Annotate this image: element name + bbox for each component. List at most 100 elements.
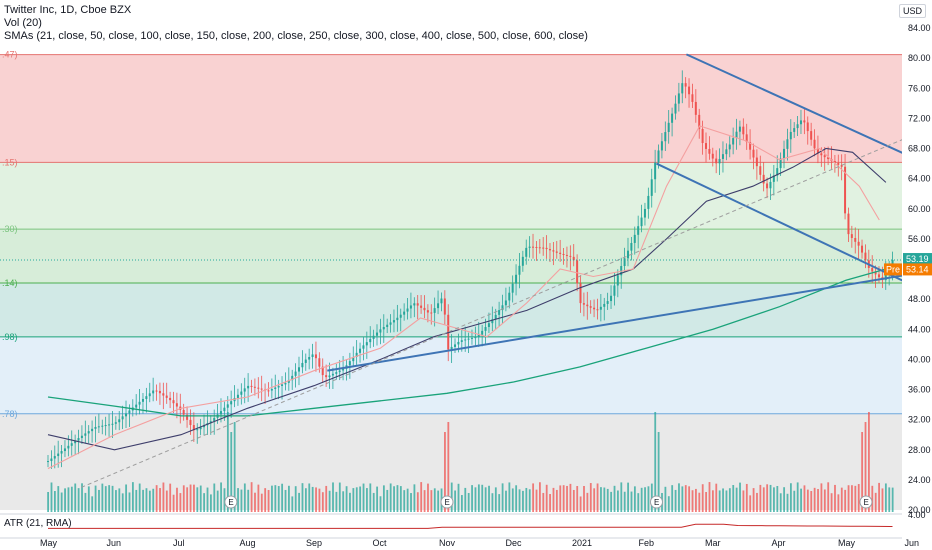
candle-body (416, 303, 419, 306)
volume-bar (691, 490, 694, 512)
candle-body (423, 307, 426, 311)
volume-bar (535, 489, 538, 512)
candle-body (426, 310, 429, 313)
candle-body (437, 303, 440, 309)
last-price-bg (903, 253, 932, 266)
candle-body (657, 150, 660, 163)
candle-body (840, 164, 843, 167)
earnings-label: E (445, 498, 450, 507)
candle-body (84, 433, 87, 436)
volume-bar (827, 482, 830, 512)
candle-body (257, 387, 260, 389)
candle-body (433, 308, 436, 313)
candle-body (511, 283, 514, 293)
fib-label: .15) (2, 157, 18, 167)
candle-body (749, 142, 752, 150)
candle-body (521, 256, 524, 266)
volume-bar (488, 485, 490, 512)
candle-body (711, 153, 714, 159)
candle-body (396, 317, 399, 321)
candle-body (454, 344, 457, 347)
volume-bar (542, 492, 545, 512)
volume-bar (457, 483, 460, 512)
candle-body (827, 157, 830, 160)
candle-body (508, 292, 511, 301)
candle-body (219, 411, 222, 415)
candle-body (847, 213, 850, 235)
candle-body (850, 234, 853, 238)
atr-legend: ATR (21, RMA) (4, 518, 72, 529)
volume-bar (281, 483, 284, 512)
candle-body (684, 83, 687, 87)
volume-bar (681, 486, 684, 512)
earnings-circle (440, 495, 454, 509)
candle-body (871, 267, 874, 272)
volume-bar (427, 483, 429, 512)
candle-body (816, 148, 819, 154)
candle-body (721, 154, 724, 159)
volume-bar (525, 487, 528, 512)
volume-bar (562, 485, 565, 512)
candle-body (277, 385, 280, 388)
candle-body (793, 128, 796, 132)
candle-body (844, 166, 847, 214)
candle-body (626, 250, 629, 259)
volume-bar (776, 486, 779, 512)
volume-bar (291, 496, 294, 512)
price-tick-label: 40.00 (908, 354, 931, 364)
volume-bar (460, 495, 463, 512)
volume-bar (155, 485, 158, 512)
candle-body (654, 162, 657, 180)
candle-body (91, 428, 94, 432)
candle-body (355, 352, 358, 357)
volume-bar (226, 412, 229, 512)
candle-body (63, 448, 66, 452)
fib-band (0, 283, 902, 337)
candle-body (47, 461, 49, 463)
volume-bar (793, 490, 796, 512)
candle-body (430, 312, 433, 314)
candle-body (854, 237, 857, 242)
volume-bar (752, 488, 755, 512)
earnings-marker: E (440, 495, 454, 509)
candle-body (152, 390, 155, 394)
candle-body (199, 427, 202, 430)
volume-bar (121, 493, 124, 512)
volume-bar (182, 485, 185, 512)
volume-bar (111, 485, 114, 512)
candle-body (715, 158, 718, 164)
currency-badge[interactable]: USD (898, 4, 926, 18)
volume-bar (559, 485, 562, 512)
candle-body (610, 295, 613, 302)
price-tick-label: 32.00 (908, 415, 931, 425)
price-tick-label: 24.00 (908, 475, 931, 485)
volume-bar (108, 485, 111, 512)
volume-bar (186, 487, 189, 512)
candle-body (209, 421, 212, 424)
fib-label: .14) (2, 278, 18, 288)
volume-bar (600, 487, 602, 512)
volume-bar (447, 422, 450, 512)
volume-bar (874, 492, 877, 512)
candle-body (545, 247, 548, 250)
volume-bar (250, 482, 253, 512)
time-tick-label: May (40, 538, 58, 548)
volume-bar (555, 489, 558, 512)
candle-body (386, 324, 389, 328)
volume-bar (593, 488, 596, 512)
pre-price-value: 53.14 (906, 264, 929, 274)
volume-bar (298, 492, 300, 512)
candle-body (864, 252, 867, 261)
candle-body (552, 250, 555, 252)
volume-bar (237, 488, 239, 512)
candle-body (803, 120, 806, 123)
volume-bar (732, 485, 735, 512)
candle-body (535, 246, 538, 248)
volume-bar (294, 486, 297, 512)
volume-bar (50, 482, 53, 512)
candle-body (596, 309, 599, 311)
candle-body (772, 175, 775, 182)
volume-bar (213, 483, 216, 512)
volume-bar (345, 486, 348, 512)
